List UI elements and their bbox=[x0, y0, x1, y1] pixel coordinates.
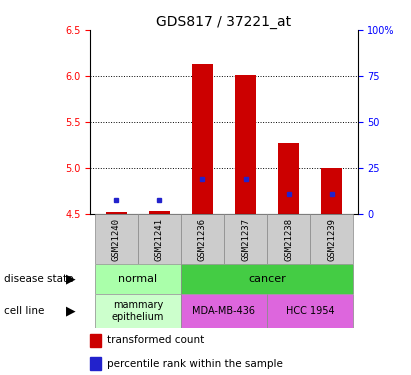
Bar bbox=[90, 357, 101, 370]
Text: cell line: cell line bbox=[4, 306, 44, 316]
Title: GDS817 / 37221_at: GDS817 / 37221_at bbox=[157, 15, 291, 29]
Text: ▶: ▶ bbox=[67, 305, 76, 318]
Bar bbox=[278, 143, 299, 214]
Bar bbox=[310, 214, 353, 264]
Bar bbox=[267, 214, 310, 264]
Bar bbox=[181, 264, 353, 294]
Text: percentile rank within the sample: percentile rank within the sample bbox=[107, 359, 283, 369]
Text: mammary
epithelium: mammary epithelium bbox=[112, 300, 164, 322]
Bar bbox=[181, 294, 267, 328]
Bar bbox=[90, 334, 101, 347]
Bar bbox=[149, 211, 170, 214]
Text: transformed count: transformed count bbox=[107, 335, 205, 345]
Bar bbox=[192, 64, 213, 214]
Text: GSM21236: GSM21236 bbox=[198, 217, 207, 261]
Text: GSM21239: GSM21239 bbox=[327, 217, 336, 261]
Text: cancer: cancer bbox=[248, 274, 286, 284]
Bar bbox=[321, 168, 342, 214]
Bar bbox=[267, 294, 353, 328]
Text: GSM21237: GSM21237 bbox=[241, 217, 250, 261]
Bar bbox=[138, 214, 181, 264]
Bar bbox=[224, 214, 267, 264]
Bar bbox=[95, 214, 138, 264]
Text: HCC 1954: HCC 1954 bbox=[286, 306, 335, 316]
Bar bbox=[235, 75, 256, 214]
Bar bbox=[95, 294, 181, 328]
Bar bbox=[181, 214, 224, 264]
Text: MDA-MB-436: MDA-MB-436 bbox=[192, 306, 256, 316]
Bar bbox=[95, 264, 181, 294]
Text: GSM21238: GSM21238 bbox=[284, 217, 293, 261]
Text: disease state: disease state bbox=[4, 274, 74, 284]
Bar bbox=[106, 212, 127, 214]
Text: GSM21241: GSM21241 bbox=[155, 217, 164, 261]
Text: GSM21240: GSM21240 bbox=[112, 217, 121, 261]
Text: normal: normal bbox=[118, 274, 157, 284]
Text: ▶: ▶ bbox=[67, 273, 76, 286]
